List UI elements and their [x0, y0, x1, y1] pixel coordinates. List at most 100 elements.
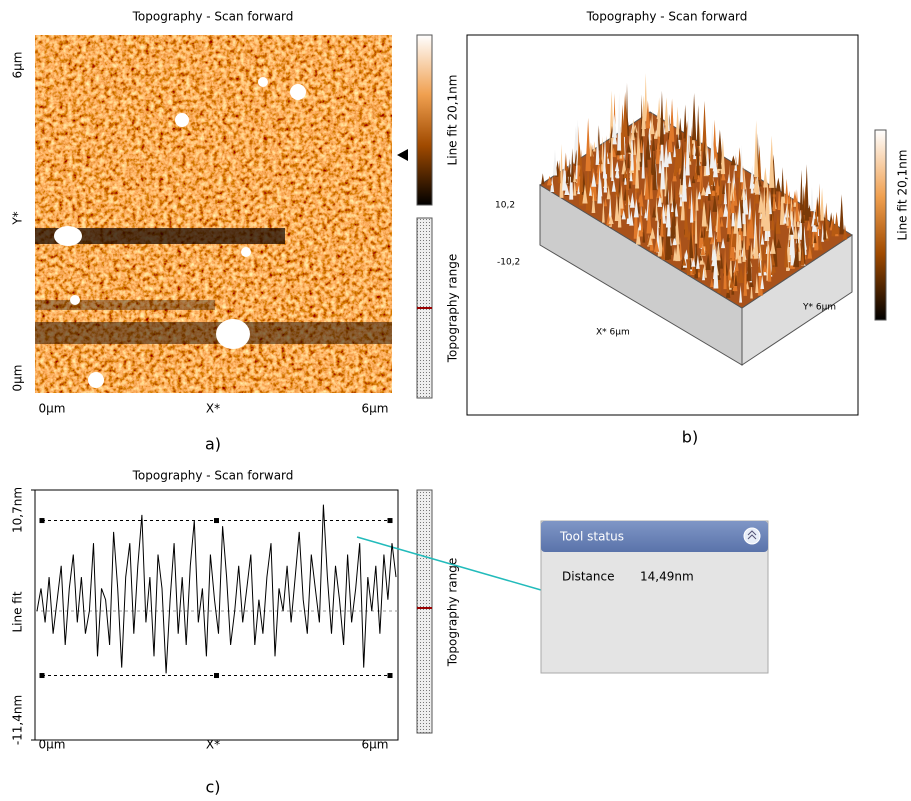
surface-spike [546, 175, 553, 186]
surface-spike [629, 172, 633, 182]
surface-spike [723, 182, 728, 205]
surface-spike [806, 219, 812, 231]
surface-spike [558, 159, 561, 184]
surface-spike [692, 260, 696, 274]
surface-spike [712, 156, 718, 178]
surface-spike [660, 130, 664, 161]
surface-spike [795, 224, 800, 268]
surface-spike [694, 188, 698, 244]
surface-spike [679, 190, 683, 207]
collapse-button[interactable] [743, 527, 761, 545]
surface-spike [595, 128, 600, 165]
cursor-handle [214, 673, 219, 679]
surface-spike [664, 97, 669, 126]
panel-title: Topography - Scan forward [132, 10, 294, 24]
surface-spike [720, 217, 724, 227]
surface-spike [597, 165, 602, 204]
surface-spike [657, 195, 663, 207]
cursor-handle [387, 518, 393, 524]
surface-spike [818, 183, 821, 223]
surface-spike [582, 184, 588, 204]
surface-spike [637, 193, 643, 203]
surface-spike [611, 114, 617, 138]
surface-spike [573, 171, 576, 183]
surface-spike [740, 144, 744, 183]
surface-spike [608, 193, 612, 222]
surface-spike [624, 173, 627, 185]
panel-title: Topography - Scan forward [132, 469, 294, 483]
surface-spike [734, 152, 738, 171]
surface-spike [776, 238, 782, 248]
surface-spike [720, 237, 726, 249]
surface-spike [792, 191, 797, 203]
surface-spike [730, 191, 735, 214]
afm-image [35, 35, 392, 393]
surface-spike [541, 173, 545, 185]
panel-header-title: Tool status [559, 530, 624, 544]
surface-spike [693, 170, 699, 180]
surface-spike [813, 232, 817, 244]
surface-spike [737, 199, 742, 229]
surface-spike [644, 208, 648, 219]
surface-spike [673, 154, 677, 177]
surface-spike [683, 249, 689, 260]
surface-spike [633, 124, 638, 133]
status-value: 14,49nm [640, 570, 694, 584]
surface-spike [702, 266, 706, 281]
caption: a) [205, 435, 221, 454]
surface-spike [674, 203, 679, 217]
surface-spike [684, 179, 687, 230]
surface-spike [737, 147, 742, 170]
surface-spike [660, 207, 664, 237]
surface-spike [721, 170, 726, 181]
surface-spike [831, 214, 836, 237]
surface-spike [644, 72, 648, 122]
surface-spike [611, 157, 614, 181]
surface-spike [727, 173, 731, 184]
x-label: 0µm [39, 738, 66, 752]
surface-spike [660, 137, 666, 190]
surface-spike [679, 169, 684, 179]
surface-spike [617, 191, 622, 228]
surface-spike [715, 178, 720, 193]
surface-spike [742, 231, 746, 262]
surface-spike [667, 146, 673, 164]
surface-spike [630, 125, 635, 141]
surface-spike [798, 206, 803, 240]
surface-spike [747, 217, 752, 237]
surface-spike [767, 241, 772, 282]
surface-spike [639, 138, 644, 153]
surface-spike [619, 184, 624, 209]
surface-spike [603, 163, 608, 193]
surface-spike [804, 164, 809, 221]
surface-spike [772, 263, 776, 273]
surface-spike [789, 225, 794, 235]
surface-spike [629, 192, 635, 208]
surface-spike [656, 184, 662, 199]
surface-spike [673, 144, 677, 158]
surface-spike [616, 160, 620, 179]
surface-spike [607, 150, 612, 159]
surface-spike [750, 166, 754, 194]
surface-spike [799, 169, 803, 211]
surface-spike [655, 196, 658, 221]
surface-spike [636, 120, 640, 171]
cursor-handle [39, 673, 45, 679]
surface-spike [700, 186, 707, 196]
surface-spike [750, 282, 753, 299]
surface-spike [695, 186, 699, 211]
surface-spike [734, 271, 738, 286]
surface-spike [753, 176, 759, 193]
surface-spike [757, 144, 762, 180]
colorbar [416, 34, 433, 206]
surface-spike [777, 186, 781, 210]
surface-spike [598, 153, 603, 165]
surface-spike [570, 148, 574, 183]
surface-spike [716, 203, 722, 242]
surface-spike [685, 122, 690, 176]
surface-spike [612, 131, 617, 145]
surface-spike [633, 126, 637, 138]
x-label: X* 6µm [596, 328, 630, 338]
surface-spike [651, 133, 656, 151]
surface-spike [772, 185, 776, 212]
